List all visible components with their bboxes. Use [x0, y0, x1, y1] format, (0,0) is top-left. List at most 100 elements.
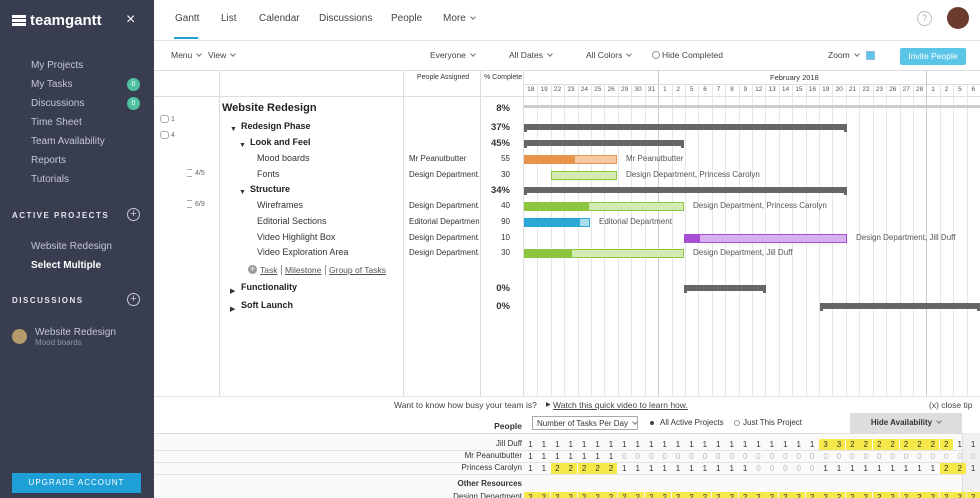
toolbar-menu[interactable]: Menu	[171, 50, 201, 60]
day-label: 29	[620, 86, 629, 93]
task-name[interactable]: Soft Launch	[241, 300, 293, 310]
day-label: 24	[580, 86, 588, 93]
expand-toggle[interactable]: ▶	[230, 288, 236, 295]
nav-item[interactable]: Time Sheet	[31, 117, 82, 128]
day-label: 22	[553, 86, 562, 93]
nav-item[interactable]: Team Availability	[31, 136, 105, 147]
nav-item[interactable]: My Tasks	[31, 79, 73, 90]
hide-availability[interactable]: Hide Availability	[850, 413, 962, 433]
close-sidebar[interactable]: ×	[126, 11, 136, 28]
task-name[interactable]: Video Exploration Area	[257, 247, 349, 257]
tab[interactable]: More	[443, 13, 475, 24]
header-border	[154, 96, 980, 97]
group-bar[interactable]	[524, 105, 980, 108]
sidebar: teamgantt × My Projects My Tasks 0 Discussion…	[0, 0, 154, 498]
expand-toggle[interactable]: ▼	[239, 189, 246, 196]
task-count: 0	[903, 452, 909, 461]
add-link[interactable]: Milestone	[281, 265, 321, 275]
day-label: 13	[768, 86, 776, 93]
task-name[interactable]: Functionality	[241, 282, 297, 292]
task-count: 2	[564, 492, 578, 498]
group-bar[interactable]	[524, 140, 684, 146]
task-count: 2	[859, 492, 873, 498]
percent-complete: 55	[501, 154, 510, 163]
task-count: 0	[836, 452, 842, 461]
project-link[interactable]: Website Redesign	[31, 241, 112, 252]
task-count: 0	[648, 452, 654, 461]
task-name[interactable]: Look and Feel	[250, 137, 311, 147]
task-name[interactable]: Wireframes	[257, 200, 304, 210]
day-label: 23	[567, 86, 575, 93]
task-count: 1	[689, 440, 694, 449]
radio-this[interactable]: Just This Project	[743, 418, 802, 427]
task-count: 2	[644, 492, 658, 498]
people-assigned: Editorial Department	[409, 217, 479, 226]
color-swatch[interactable]	[866, 51, 875, 60]
tip-link[interactable]: Watch this quick video to learn how.	[553, 400, 688, 410]
task-name[interactable]: Fonts	[257, 169, 280, 179]
toolbar-hide-completed[interactable]: Hide Completed	[662, 50, 723, 60]
group-bar[interactable]	[820, 303, 980, 309]
tab[interactable]: Discussions	[319, 13, 373, 24]
day-gridline	[671, 84, 673, 396]
nav-item[interactable]: Reports	[31, 155, 67, 166]
tab[interactable]: List	[221, 13, 237, 24]
add-project[interactable]: +	[127, 208, 140, 221]
toolbar-colors[interactable]: All Colors	[586, 50, 631, 60]
discussion-title[interactable]: Website Redesign	[35, 327, 116, 338]
task-count: 1	[581, 440, 587, 449]
radio-all[interactable]: All Active Projects	[660, 418, 724, 427]
tab[interactable]: Calendar	[259, 13, 300, 24]
group-bar[interactable]	[524, 124, 847, 130]
tab[interactable]: Gantt	[175, 13, 200, 24]
task-bar[interactable]	[551, 171, 617, 180]
radio-off[interactable]	[734, 420, 740, 426]
add-link[interactable]: Group of Tasks	[325, 265, 386, 275]
day-label: 15	[795, 86, 803, 93]
upgrade-button[interactable]: UPGRADE ACCOUNT	[12, 473, 141, 493]
radio-on[interactable]	[650, 421, 654, 425]
checkbox[interactable]	[652, 51, 660, 59]
task-count: 0	[622, 452, 627, 461]
nav-item[interactable]: Tutorials	[31, 174, 69, 185]
task-name[interactable]: Video Highlight Box	[257, 232, 336, 242]
toolbar-view[interactable]: View	[208, 50, 235, 60]
percent-complete: 30	[501, 170, 510, 179]
tip-close[interactable]: (x) close tip	[929, 400, 973, 410]
avatar	[12, 329, 27, 344]
task-name[interactable]: Structure	[250, 184, 291, 194]
nav-item[interactable]: My Projects	[31, 60, 84, 71]
task-name[interactable]: Mood boards	[257, 153, 310, 163]
group-end	[524, 145, 527, 148]
metric-select[interactable]: Number of Tasks Per Day	[532, 416, 638, 430]
tab[interactable]: People	[391, 13, 423, 24]
task-count: 1	[796, 440, 801, 449]
invite-button[interactable]: Invite People	[900, 48, 966, 65]
percent-complete: 0%	[496, 283, 510, 294]
expand-toggle[interactable]: ▶	[230, 306, 236, 313]
day-gridline	[658, 70, 660, 396]
group-bar[interactable]	[684, 285, 766, 291]
task-count: 2	[591, 492, 605, 498]
task-count: 1	[930, 464, 936, 473]
expand-toggle[interactable]: ▼	[230, 126, 237, 133]
task-name[interactable]: Editorial Sections	[257, 216, 327, 226]
add-link[interactable]: Task	[260, 265, 278, 275]
toolbar-people[interactable]: Everyone	[430, 50, 475, 60]
tip-question: Want to know how busy your team is?	[394, 400, 537, 410]
toolbar-zoom[interactable]: Zoom	[828, 50, 859, 60]
task-name[interactable]: Redesign Phase	[241, 121, 311, 131]
task-count: 0	[944, 452, 949, 461]
tab-underline	[174, 37, 198, 39]
expand-toggle[interactable]: ▼	[239, 142, 246, 149]
task-count: 0	[876, 452, 882, 461]
project-link[interactable]: Select Multiple	[31, 260, 102, 271]
task-name[interactable]: Website Redesign	[222, 102, 317, 114]
add-discussion[interactable]: +	[127, 293, 140, 306]
toolbar-dates[interactable]: All Dates	[509, 50, 552, 60]
nav-item[interactable]: Discussions	[31, 98, 85, 109]
task-count: 1	[957, 440, 962, 449]
task-bar[interactable]	[684, 234, 847, 243]
day-gridline	[939, 84, 941, 396]
group-bar[interactable]	[524, 187, 847, 193]
